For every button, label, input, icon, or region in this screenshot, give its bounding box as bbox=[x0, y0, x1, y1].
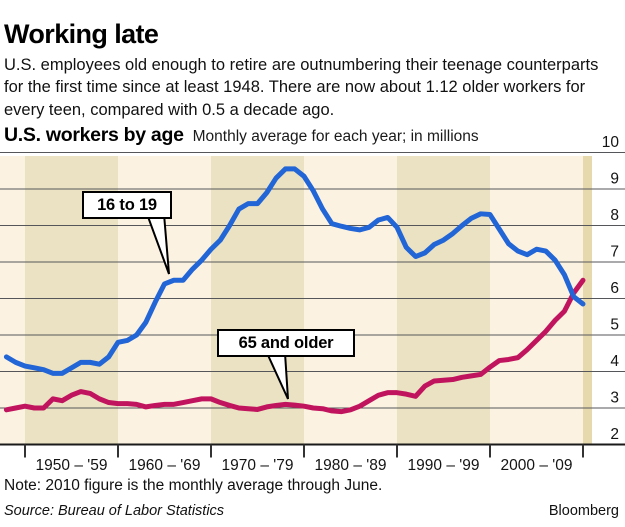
y-axis-label: 7 bbox=[610, 244, 619, 261]
callout-16-to-19-label: 16 to 19 bbox=[97, 195, 157, 214]
series-line-65-and-older bbox=[3, 277, 586, 415]
callout-65-and-older-label: 65 and older bbox=[238, 333, 334, 352]
series-line-16-to-19 bbox=[3, 166, 586, 376]
y-axis-label: 8 bbox=[610, 207, 619, 224]
chart-header: U.S. workers by age Monthly average for … bbox=[4, 124, 479, 147]
y-axis-label: 3 bbox=[610, 390, 619, 407]
intro-text: U.S. employees old enough to retire are … bbox=[4, 55, 599, 119]
x-axis-label: 1980 – '89 bbox=[315, 457, 387, 474]
x-axis-label: 1970 – '79 bbox=[222, 457, 294, 474]
x-axis-label: 1950 – '59 bbox=[36, 457, 108, 474]
callout-16-to-19: 16 to 19 bbox=[82, 191, 172, 219]
page-title: Working late bbox=[4, 19, 159, 50]
source-text: Source: Bureau of Labor Statistics bbox=[4, 503, 225, 519]
chart-note: Note: 2010 figure is the monthly average… bbox=[4, 477, 383, 494]
x-axis-label: 1960 – '69 bbox=[129, 457, 201, 474]
y-axis-label: 4 bbox=[610, 353, 619, 370]
y-axis-label: 6 bbox=[610, 280, 619, 297]
y-axis-label: 9 bbox=[610, 171, 619, 188]
decade-band bbox=[211, 156, 304, 445]
decade-band bbox=[397, 156, 490, 445]
chart-title: U.S. workers by age bbox=[4, 124, 184, 146]
final-year-band bbox=[583, 156, 592, 445]
source-row: Source: Bureau of Labor Statistics Bloom… bbox=[4, 503, 619, 519]
y-axis-label: 2 bbox=[610, 426, 619, 443]
y-axis-label: 5 bbox=[610, 317, 619, 334]
chart-subtitle: Monthly average for each year; in millio… bbox=[192, 128, 479, 145]
x-axis-label: 2000 – '09 bbox=[501, 457, 573, 474]
bloomberg-credit: Bloomberg bbox=[548, 503, 619, 519]
callout-65-and-older: 65 and older bbox=[217, 329, 355, 357]
y-axis-label: 10 bbox=[602, 134, 620, 151]
x-axis-label: 1990 – '99 bbox=[408, 457, 480, 474]
